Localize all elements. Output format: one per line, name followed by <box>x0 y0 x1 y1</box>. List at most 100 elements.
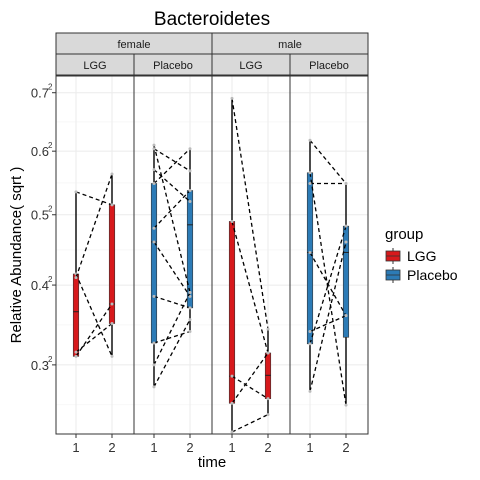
strip-label-group: LGG <box>239 60 262 72</box>
strip-label-group: Placebo <box>309 60 349 72</box>
y-tick-exponent: 2 <box>48 355 53 364</box>
legend-item-lgg: LGG <box>385 248 437 264</box>
data-point <box>188 306 192 310</box>
x-axis-title: time <box>198 454 226 471</box>
legend-label: Placebo <box>407 267 458 283</box>
data-point <box>152 147 156 151</box>
box-iqr <box>306 172 314 345</box>
data-point <box>152 363 156 367</box>
chart-title: Bacteroidetes <box>154 9 270 30</box>
data-point <box>110 302 114 306</box>
strip-label-male: male <box>278 39 302 51</box>
subject-line <box>75 323 113 353</box>
x-tick-label: 1 <box>72 440 79 455</box>
data-point <box>188 169 192 173</box>
data-point <box>74 354 78 358</box>
y-tick-exponent: 2 <box>48 205 53 214</box>
strip-label-female: female <box>117 39 150 51</box>
box-iqr <box>72 273 80 357</box>
subject-line <box>75 273 113 357</box>
panel-male-placebo <box>289 75 369 435</box>
data-point <box>152 182 156 186</box>
data-point <box>74 190 78 194</box>
y-tick-exponent: 2 <box>48 83 53 92</box>
box-iqr <box>150 183 158 344</box>
panel-female-placebo <box>133 75 213 435</box>
data-point <box>152 385 156 389</box>
subject-line <box>153 241 191 297</box>
x-tick-label: 2 <box>264 440 271 455</box>
x-tick-label: 1 <box>228 440 235 455</box>
data-point <box>188 330 192 334</box>
data-point <box>152 168 156 172</box>
data-point <box>266 327 270 331</box>
data-point <box>152 226 156 230</box>
y-tick-label: 0.4 <box>31 278 49 293</box>
legend-item-placebo: Placebo <box>385 267 458 283</box>
panel-background <box>290 76 368 434</box>
subject-line <box>75 173 113 278</box>
x-tick-label: 2 <box>342 440 349 455</box>
y-axis: 0.3 20.4 20.5 20.6 20.7 2 <box>31 83 56 373</box>
x-axis: 1 2 1 2 1 2 1 2 <box>72 434 350 455</box>
subject-line <box>75 191 113 206</box>
subject-line <box>231 221 269 354</box>
legend-label: LGG <box>407 248 437 264</box>
y-tick-exponent: 2 <box>48 141 53 150</box>
data-point <box>344 403 348 407</box>
data-point <box>266 351 270 355</box>
box-iqr <box>264 352 272 399</box>
data-point <box>230 430 234 434</box>
data-point <box>266 413 270 417</box>
panel-border <box>289 75 369 435</box>
data-point <box>110 172 114 176</box>
data-point <box>188 291 192 295</box>
subject-line <box>153 319 191 388</box>
data-point <box>230 96 234 100</box>
subject-line <box>309 241 347 392</box>
data-point <box>188 147 192 151</box>
legend-title: group <box>385 226 423 243</box>
data-point <box>188 294 192 298</box>
strip-label-group: Placebo <box>153 60 193 72</box>
y-tick-label: 0.7 <box>31 86 49 101</box>
data-point <box>152 240 156 244</box>
data-point <box>308 389 312 393</box>
data-point <box>230 401 234 405</box>
strip-label-group: LGG <box>83 60 106 72</box>
panel-female-lgg <box>55 75 135 435</box>
subject-line <box>309 252 347 316</box>
data-point <box>308 182 312 186</box>
data-point <box>188 318 192 322</box>
data-point <box>74 350 78 354</box>
data-point <box>344 240 348 244</box>
subject-line <box>153 148 191 172</box>
data-point <box>188 189 192 193</box>
data-point <box>230 219 234 223</box>
subject-line <box>231 375 269 400</box>
data-point <box>110 203 114 207</box>
y-tick-label: 0.6 <box>31 144 49 159</box>
data-point <box>152 143 156 147</box>
data-point <box>188 200 192 204</box>
subject-line <box>231 98 269 330</box>
data-point <box>308 138 312 142</box>
subject-line <box>153 330 191 344</box>
data-point <box>308 171 312 175</box>
data-point <box>152 341 156 345</box>
legend: group LGG Placebo <box>385 226 458 283</box>
subject-line <box>153 148 191 184</box>
y-tick-label: 0.5 <box>31 208 49 223</box>
facet-strips: female male LGG Placebo LGG Placebo <box>55 32 369 76</box>
y-axis-title: Relative Abundance( sqrt ) <box>8 167 25 344</box>
x-tick-label: 1 <box>150 440 157 455</box>
facet-panels <box>55 75 369 435</box>
panel-background <box>56 76 134 434</box>
data-point <box>110 354 114 358</box>
panel-background <box>212 76 290 434</box>
data-point <box>308 342 312 346</box>
data-point <box>344 224 348 228</box>
subject-line <box>153 144 191 293</box>
data-point <box>230 374 234 378</box>
